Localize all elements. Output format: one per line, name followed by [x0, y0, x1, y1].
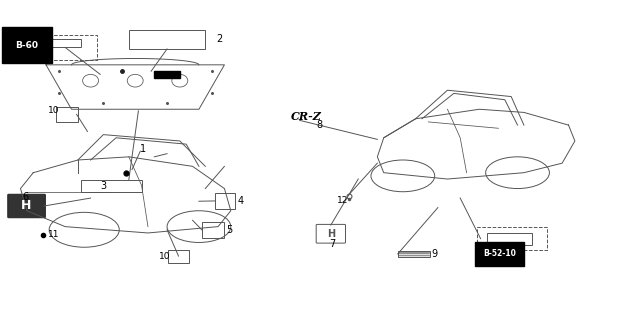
Text: H: H	[327, 229, 335, 239]
Text: 7: 7	[330, 239, 336, 249]
FancyBboxPatch shape	[8, 194, 45, 218]
Text: 10: 10	[159, 252, 171, 261]
FancyBboxPatch shape	[154, 71, 180, 77]
Text: 10: 10	[48, 106, 60, 115]
Text: H: H	[21, 199, 31, 212]
Text: 6: 6	[22, 192, 29, 202]
Text: 9: 9	[431, 249, 438, 259]
Text: 11: 11	[48, 230, 60, 239]
FancyBboxPatch shape	[397, 251, 429, 257]
Text: 2: 2	[216, 35, 222, 44]
Text: 5: 5	[227, 225, 232, 235]
Text: B-52-10: B-52-10	[483, 250, 516, 259]
Text: 8: 8	[317, 120, 323, 130]
Text: CR-Z: CR-Z	[291, 111, 322, 122]
Text: 12: 12	[337, 196, 348, 205]
Text: 4: 4	[237, 196, 243, 206]
Text: B-60: B-60	[15, 41, 38, 50]
Text: 1: 1	[140, 144, 147, 154]
Text: 3: 3	[100, 181, 106, 191]
